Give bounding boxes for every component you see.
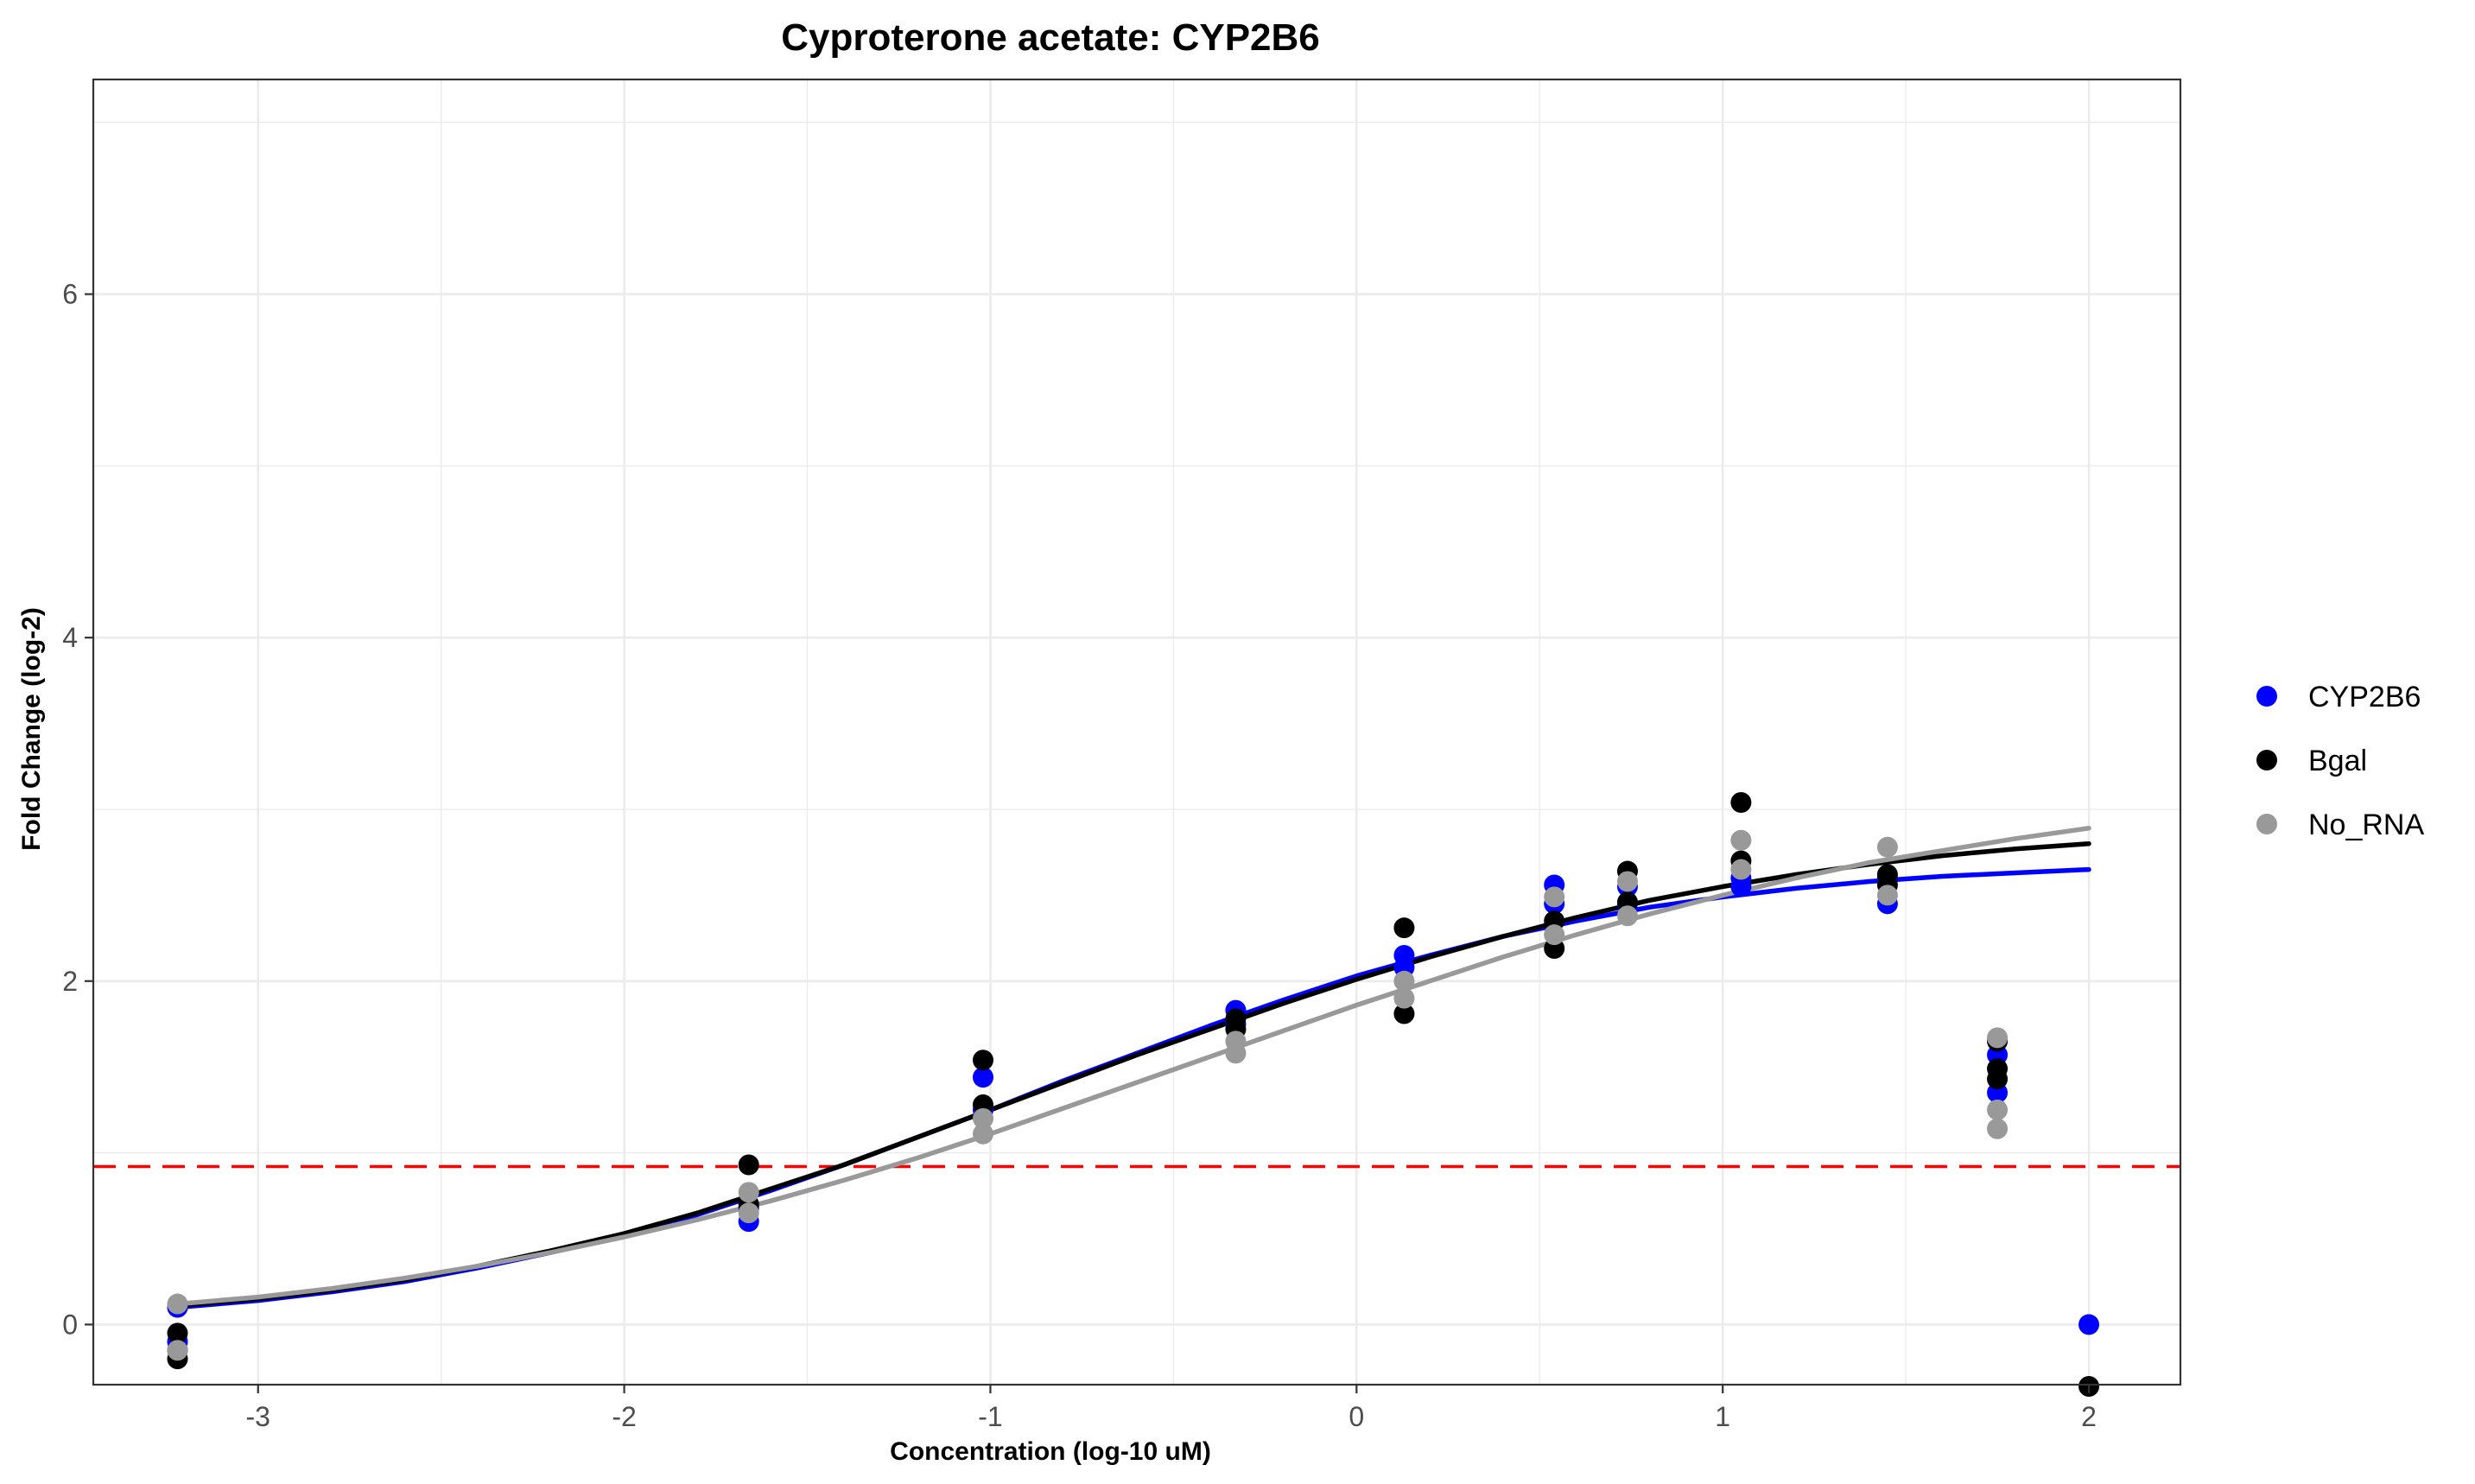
x-axis-ticks: -3 -2 -1 0 1 2	[246, 1385, 2097, 1432]
y-axis-ticks: 0 2 4 6	[62, 279, 93, 1340]
y-tick-label: 4	[62, 622, 78, 653]
x-tick-label: 1	[1715, 1401, 1730, 1432]
legend-label-no-rna: No_RNA	[2308, 809, 2424, 841]
data-point-no-rna	[1876, 885, 1898, 906]
panel-border	[92, 78, 2182, 1386]
fit-curve-no-rna	[175, 826, 2091, 1307]
data-point-no-rna	[1616, 871, 1638, 892]
legend-label-cyp2b6: CYP2B6	[2308, 681, 2421, 713]
data-point-no-rna	[1730, 859, 1752, 880]
data-point-no-rna	[738, 1182, 759, 1203]
data-point-cyp2b6	[2078, 1314, 2100, 1335]
data-point-no-rna	[1393, 987, 1415, 1009]
data-point-no-rna	[972, 1123, 993, 1145]
legend-key-no-rna	[2256, 814, 2277, 834]
legend-key-bgal	[2256, 750, 2277, 771]
data-point-no-rna	[1544, 886, 1565, 908]
data-point-no-rna	[1987, 1099, 2009, 1120]
data-point-bgal	[738, 1154, 759, 1176]
data-point-bgal	[1393, 1003, 1415, 1024]
fit-curves	[175, 826, 2091, 1310]
data-point-no-rna	[167, 1293, 188, 1315]
x-tick-label: -3	[246, 1401, 270, 1432]
data-point-no-rna	[1730, 829, 1752, 851]
data-point-bgal	[1987, 1069, 2009, 1090]
y-tick-label: 2	[62, 966, 78, 997]
data-point-bgal	[1393, 917, 1415, 939]
data-point-no-rna	[738, 1202, 759, 1224]
x-axis-title: Concentration (log-10 uM)	[890, 1437, 1211, 1466]
data-point-no-rna	[1393, 970, 1415, 992]
data-point-no-rna	[972, 1107, 993, 1129]
y-tick-label: 0	[62, 1309, 78, 1340]
data-point-no-rna	[1987, 1027, 2009, 1049]
data-point-no-rna	[1987, 1118, 2009, 1139]
minor-gridlines	[93, 79, 2180, 1385]
data-point-bgal	[167, 1322, 188, 1344]
legend-key-cyp2b6	[2256, 686, 2277, 707]
data-points	[167, 792, 2100, 1397]
data-point-no-rna	[1544, 924, 1565, 946]
x-tick-label: 0	[1349, 1401, 1364, 1432]
legend: CYP2B6 Bgal No_RNA	[2256, 681, 2424, 841]
data-point-no-rna	[1225, 1031, 1247, 1052]
data-point-no-rna	[1616, 905, 1638, 927]
data-point-cyp2b6	[972, 1067, 993, 1088]
chart-title: Cyproterone acetate: CYP2B6	[781, 16, 1320, 59]
legend-label-bgal: Bgal	[2308, 745, 2367, 777]
data-point-bgal	[1730, 792, 1752, 814]
data-point-no-rna	[1876, 836, 1898, 858]
y-axis-title: Fold Change (log-2)	[17, 607, 46, 851]
x-tick-label: 2	[2081, 1401, 2097, 1432]
data-point-no-rna	[167, 1340, 188, 1361]
data-point-bgal	[972, 1050, 993, 1071]
y-tick-label: 6	[62, 279, 78, 310]
x-tick-label: -2	[612, 1401, 636, 1432]
x-tick-label: -1	[978, 1401, 1002, 1432]
